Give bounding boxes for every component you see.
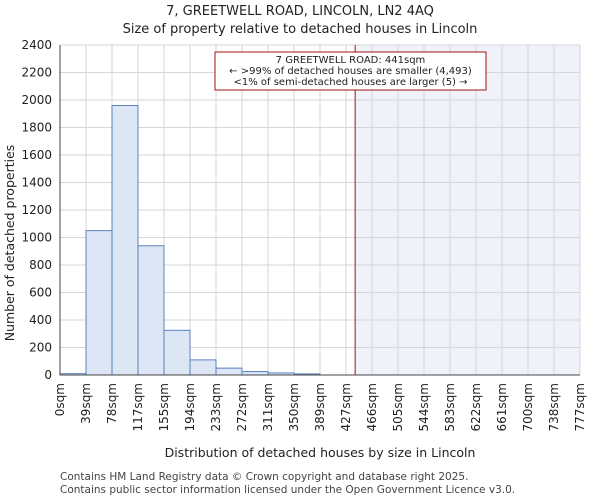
- bar-39sqm: [85, 230, 113, 376]
- y-tick-label: 600: [29, 286, 52, 300]
- x-tick-label: 427sqm: [339, 383, 353, 431]
- x-tick-label: 738sqm: [547, 383, 561, 431]
- x-tick-label: 544sqm: [417, 383, 431, 431]
- y-tick-label: 1000: [21, 231, 52, 245]
- x-tick-label: 622sqm: [469, 383, 483, 431]
- x-tick-label: 661sqm: [495, 383, 509, 431]
- x-tick-label: 233sqm: [209, 383, 223, 431]
- x-tick-label: 194sqm: [183, 383, 197, 431]
- footer-copyright-line: Contains HM Land Registry data © Crown c…: [60, 471, 469, 483]
- x-tick-label: 311sqm: [261, 383, 275, 431]
- chart-title: 7, GREETWELL ROAD, LINCOLN, LN2 4AQ: [166, 4, 434, 19]
- axis-layer: [59, 45, 580, 376]
- y-tick-label: 1200: [21, 203, 52, 217]
- x-tick-label: 78sqm: [105, 383, 119, 424]
- bar-layer: [59, 105, 321, 376]
- bar-194sqm: [189, 359, 217, 376]
- y-tick-label: 2400: [21, 38, 52, 52]
- y-axis-title: Number of detached properties: [2, 145, 17, 342]
- x-tick-label: 389sqm: [313, 383, 327, 431]
- bar-233sqm: [215, 367, 243, 376]
- x-tick-labels: 0sqm 39sqm 78sqm 117sqm 155sqm 194sqm 233sqm 27…: [53, 383, 587, 431]
- chart-subtitle: Size of property relative to detached ho…: [123, 22, 478, 37]
- footer-licence-line: Contains public sector information licen…: [60, 484, 516, 496]
- annotation-line-1: 7 GREETWELL ROAD: 441sqm: [276, 55, 426, 66]
- x-tick-label: 350sqm: [287, 383, 301, 431]
- bar-272sqm: [241, 371, 269, 376]
- y-tick-labels: 0 200 400 600 800 1000 1200 1400 1600 1800 2000 220…: [21, 38, 52, 382]
- x-tick-label: 583sqm: [443, 383, 457, 431]
- x-tick-label: 505sqm: [391, 383, 405, 431]
- y-tick-label: 2200: [21, 66, 52, 80]
- y-tick-label: 0: [44, 368, 52, 382]
- annotation-box: 7 GREETWELL ROAD: 441sqm ← >99% of detac…: [214, 51, 487, 91]
- x-tick-label: 700sqm: [521, 383, 535, 431]
- x-tick-label: 39sqm: [79, 383, 93, 424]
- y-tick-label: 1600: [21, 148, 52, 162]
- y-tick-label: 800: [29, 258, 52, 272]
- bar-117sqm: [137, 245, 165, 376]
- bar-78sqm: [111, 105, 139, 376]
- y-tick-label: 2000: [21, 93, 52, 107]
- annotation-line-3: <1% of semi-detached houses are larger (…: [233, 77, 467, 88]
- x-tick-label: 272sqm: [235, 383, 249, 431]
- x-axis-title: Distribution of detached houses by size …: [165, 445, 476, 460]
- x-tick-label: 466sqm: [365, 383, 379, 431]
- x-tick-label: 777sqm: [573, 383, 587, 431]
- y-tick-label: 1800: [21, 121, 52, 135]
- x-tick-label: 155sqm: [157, 383, 171, 431]
- histogram-chart: 7, GREETWELL ROAD, LINCOLN, LN2 4AQ Size…: [2, 4, 587, 460]
- annotation-border: [214, 51, 487, 91]
- y-tick-label: 200: [29, 341, 52, 355]
- annotation-line-2: ← >99% of detached houses are smaller (4…: [229, 66, 472, 77]
- bar-155sqm: [163, 329, 191, 376]
- y-tick-label: 400: [29, 313, 52, 327]
- x-tick-label: 117sqm: [131, 383, 145, 431]
- y-tick-label: 1400: [21, 176, 52, 190]
- x-tick-label: 0sqm: [53, 383, 67, 416]
